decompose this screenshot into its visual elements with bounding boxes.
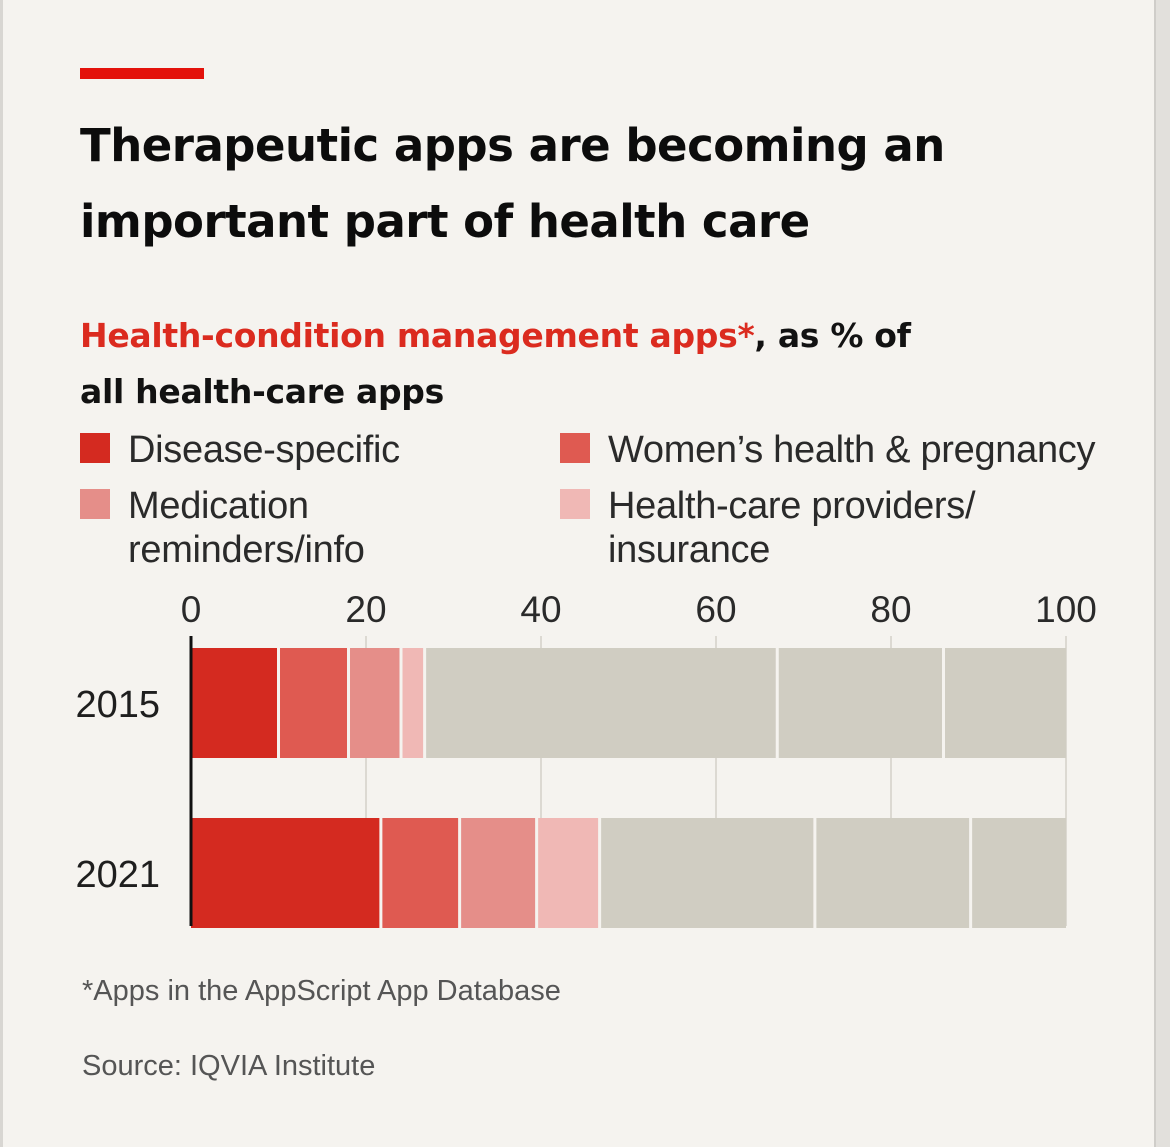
y-category-label: 2021 [75,854,160,896]
bar-segment [943,648,1066,758]
x-tick-label: 100 [1035,589,1097,630]
bar-segment [191,648,279,758]
y-category-label: 2015 [75,684,160,726]
legend-swatch [560,489,590,519]
legend-swatch [80,433,110,463]
x-tick-label: 40 [520,589,561,630]
legend-item-medication: Medication reminders/info [80,484,428,572]
x-tick-label: 0 [181,589,202,630]
bar-segment [777,648,944,758]
subtitle-rest: , as % of all health-care apps [80,316,911,411]
legend-label: Disease-specific [128,429,400,471]
bar-segment [814,818,971,928]
bar-segment [459,818,537,928]
x-tick-label: 20 [345,589,386,630]
legend-label: Medication reminders/info [128,485,365,571]
x-tick-label: 60 [695,589,736,630]
source-note: Source: IQVIA Institute [82,1050,376,1082]
frame-right-edge [1154,0,1170,1147]
legend-item-providers-insurance: Health-care providers/ insurance [560,484,1028,572]
bar-segment [348,648,401,758]
legend-label: Women’s health & pregnancy [608,429,1096,471]
bar-segment [278,648,349,758]
frame-left-edge [0,0,3,1147]
legend-swatch [560,433,590,463]
legend-item-womens-health: Women’s health & pregnancy [560,428,1148,472]
bar-segment [380,818,460,928]
bar-segment [970,818,1066,928]
chart-subtitle: Health-condition management apps*, as % … [80,308,960,420]
subtitle-highlight: Health-condition management apps* [80,316,755,355]
bar-segment [191,818,381,928]
bar-segment [599,818,815,928]
red-accent-rule [80,68,204,79]
legend-swatch [80,489,110,519]
x-tick-label: 80 [870,589,911,630]
footnote: *Apps in the AppScript App Database [82,975,561,1007]
legend-label: Health-care providers/ insurance [608,485,976,571]
bar-segment [424,648,778,758]
bar-segment [536,818,600,928]
bar-segment [401,648,425,758]
chart-title: Therapeutic apps are becoming an importa… [80,119,945,248]
legend-item-disease-specific: Disease-specific [80,428,448,472]
